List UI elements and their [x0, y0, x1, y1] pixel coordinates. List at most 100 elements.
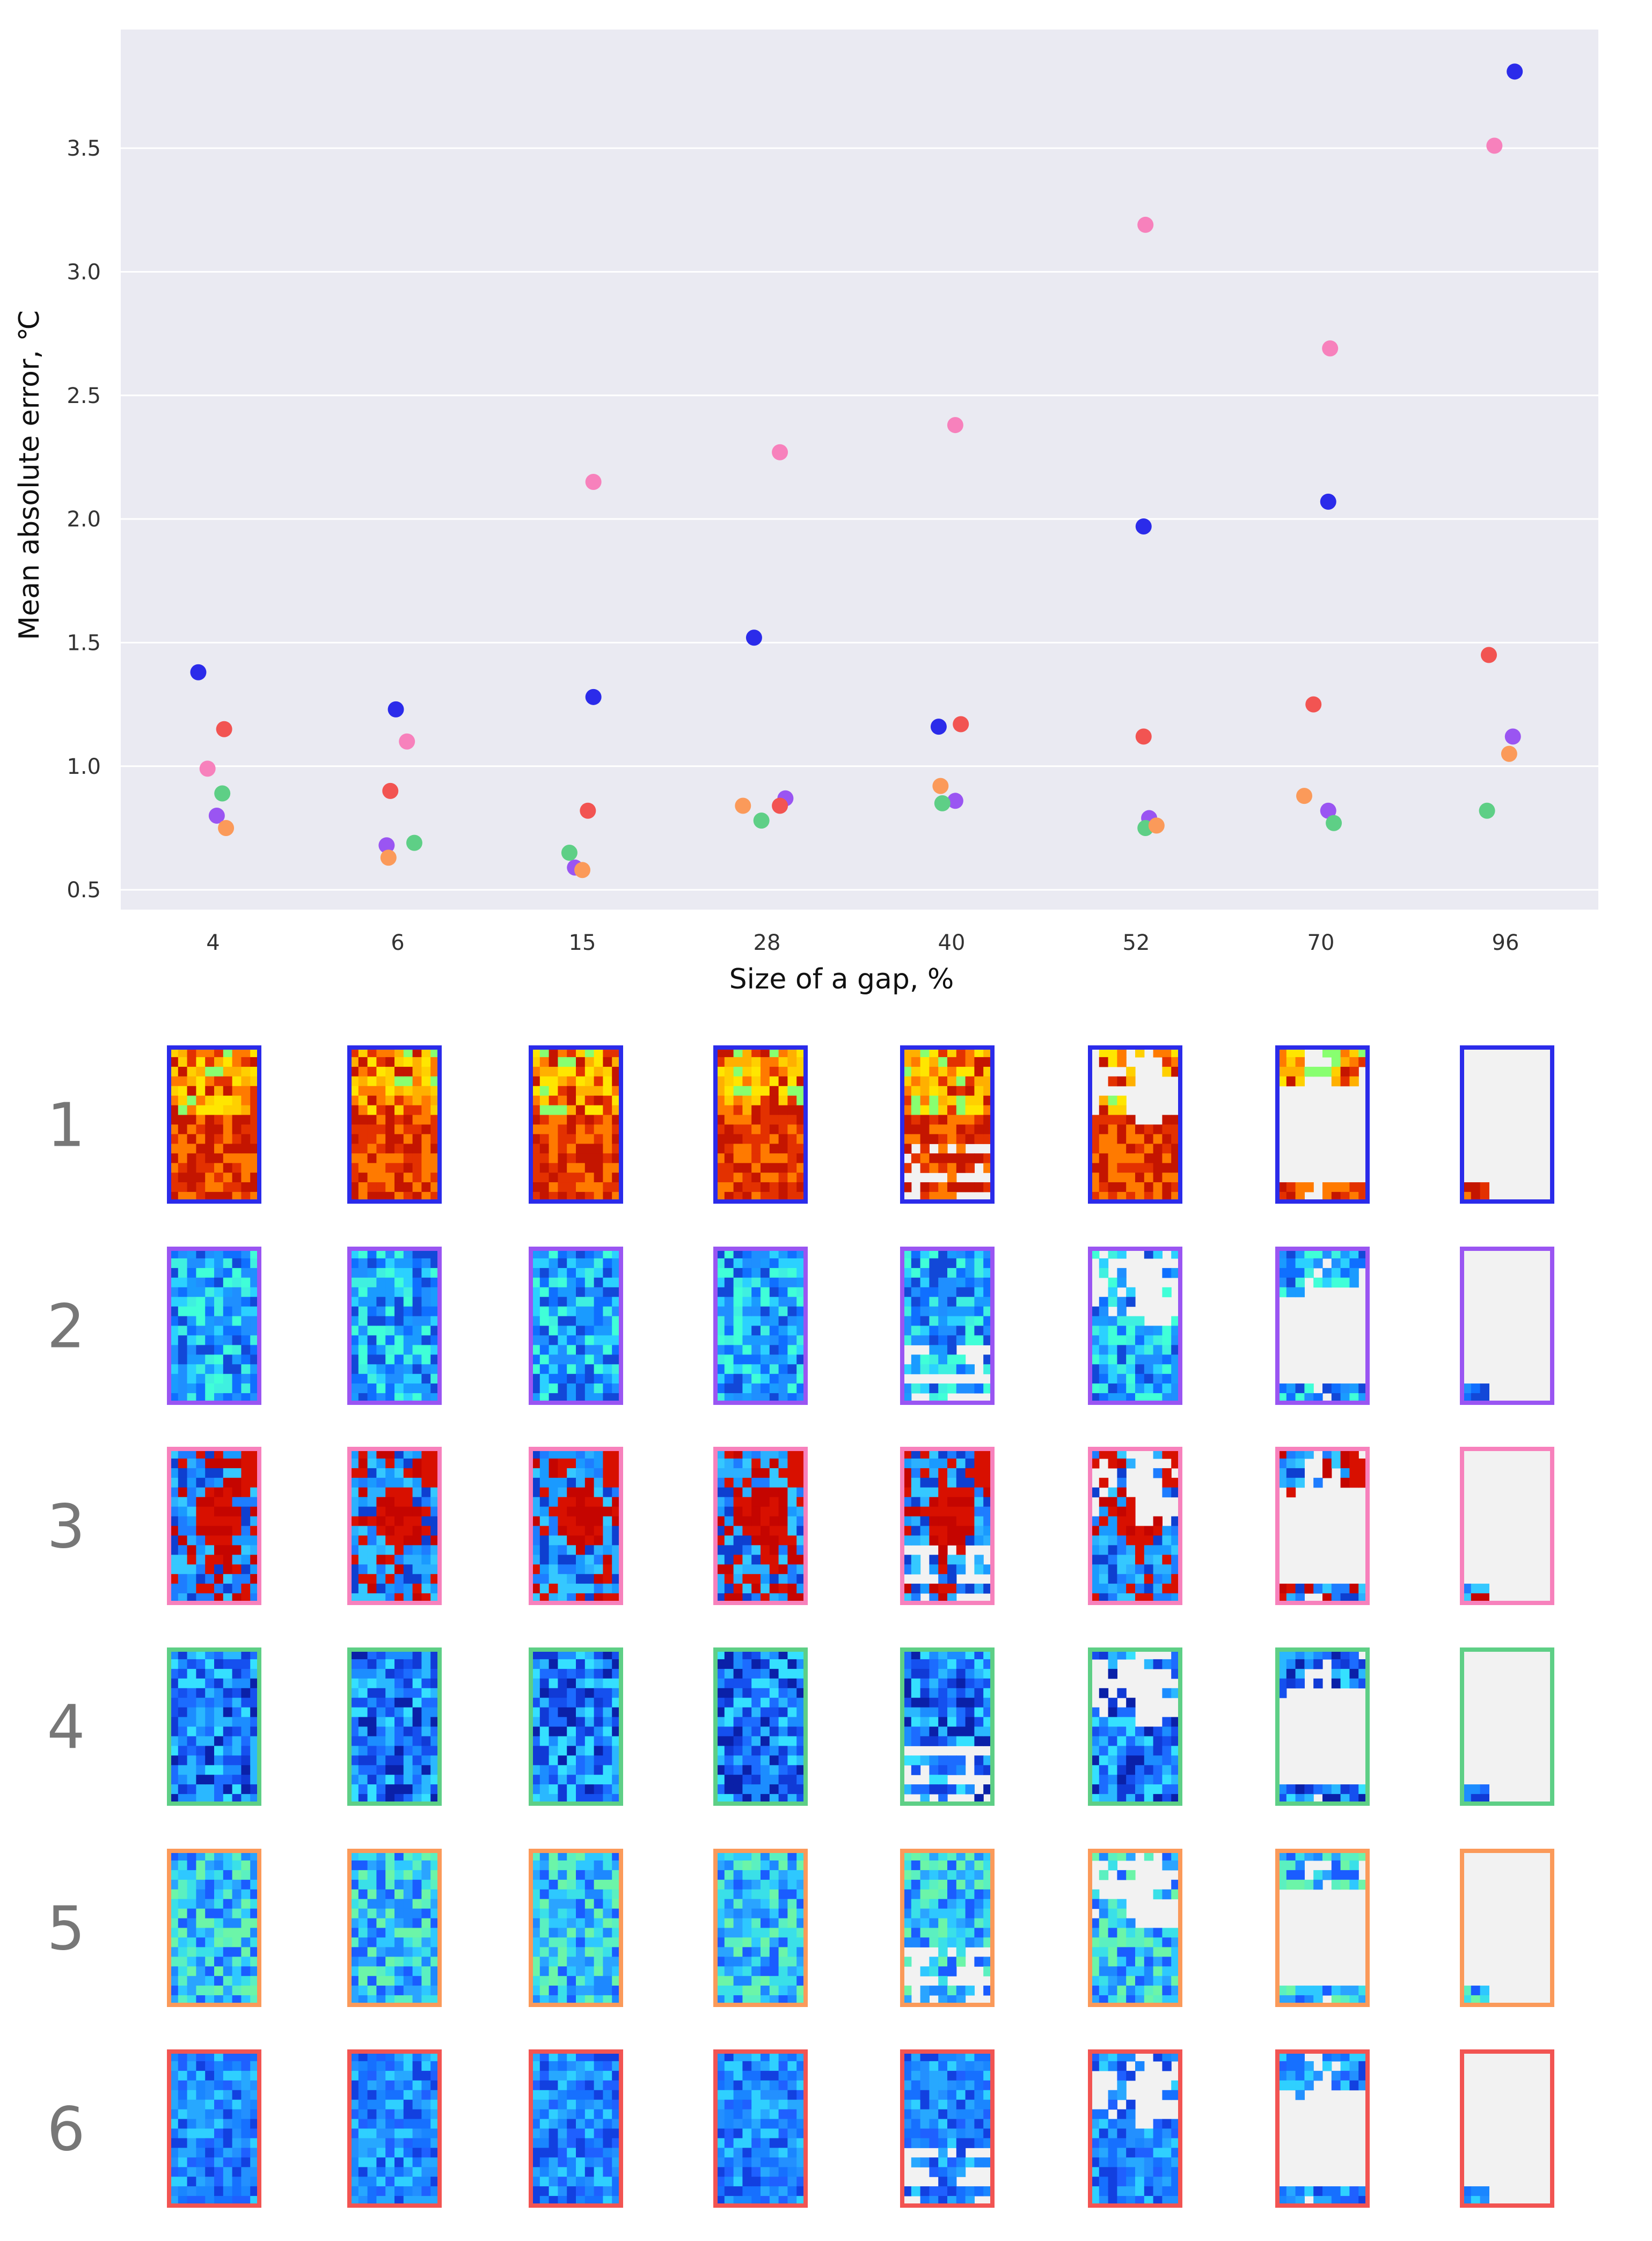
- thumbnail-row-2-gap-28: [713, 1247, 808, 1405]
- data-point-series-6-gap-15: [580, 802, 596, 819]
- row-label: 6: [47, 2095, 85, 2165]
- data-point-series-4-gap-6: [406, 834, 422, 851]
- data-point-series-4-gap-4: [214, 785, 231, 802]
- row-label: 4: [47, 1693, 85, 1763]
- thumbnail-row-3-gap-6: [347, 1447, 442, 1605]
- row-label: 3: [47, 1492, 85, 1562]
- thumbnail-row-4-gap-70: [1275, 1647, 1370, 1806]
- y-tick-label: 0.5: [67, 878, 101, 903]
- data-point-series-4-gap-70: [1326, 815, 1342, 831]
- thumbnail-row-6-gap-52: [1088, 2049, 1182, 2208]
- thumbnail-row-2-gap-70: [1275, 1247, 1370, 1405]
- thumbnail-row-2-gap-6: [347, 1247, 442, 1405]
- thumbnail-row-1-gap-6: [347, 1045, 442, 1204]
- data-point-series-5-gap-28: [735, 797, 751, 814]
- thumbnail-row-3-gap-4: [167, 1447, 261, 1605]
- thumbnail-row-2-gap-96: [1460, 1247, 1554, 1405]
- data-point-series-6-gap-6: [382, 782, 399, 799]
- thumbnail-row-3-gap-28: [713, 1447, 808, 1605]
- data-point-series-6-gap-96: [1481, 647, 1497, 663]
- thumbnail-row-4-gap-40: [900, 1647, 995, 1806]
- x-tick-label: 15: [569, 931, 596, 955]
- data-point-series-6-gap-28: [772, 797, 788, 814]
- x-tick-label: 6: [391, 931, 404, 955]
- thumbnail-row-6-gap-15: [529, 2049, 623, 2208]
- thumbnail-row-3-gap-15: [529, 1447, 623, 1605]
- thumbnail-row-6-gap-70: [1275, 2049, 1370, 2208]
- thumbnail-row-3-gap-52: [1088, 1447, 1182, 1605]
- x-tick-label: 70: [1307, 931, 1335, 955]
- data-point-series-5-gap-6: [380, 849, 397, 866]
- y-tick-label: 2.0: [67, 507, 101, 532]
- thumbnail-row-6-gap-6: [347, 2049, 442, 2208]
- data-point-series-3-gap-40: [947, 417, 963, 434]
- data-point-series-5-gap-70: [1296, 788, 1313, 804]
- data-point-series-3-gap-52: [1137, 216, 1154, 233]
- thumbnail-row-1-gap-40: [900, 1045, 995, 1204]
- thumbnail-row-5-gap-40: [900, 1849, 995, 2007]
- data-point-series-3-gap-28: [772, 444, 788, 460]
- thumbnail-row-5-gap-96: [1460, 1849, 1554, 2007]
- data-point-series-1-gap-6: [388, 701, 404, 717]
- y-tick-label: 3.5: [67, 136, 101, 161]
- data-point-series-1-gap-15: [585, 689, 602, 705]
- thumbnail-row-5-gap-28: [713, 1849, 808, 2007]
- x-tick-label: 40: [938, 931, 966, 955]
- thumbnail-row-6-gap-4: [167, 2049, 261, 2208]
- thumbnail-row-2-gap-4: [167, 1247, 261, 1405]
- thumbnail-row-5-gap-4: [167, 1849, 261, 2007]
- x-tick-label: 28: [754, 931, 781, 955]
- thumbnail-row-6: 6: [47, 2049, 1554, 2208]
- y-tick-label: 1.0: [67, 755, 101, 779]
- thumbnail-row-3-gap-96: [1460, 1447, 1554, 1605]
- thumbnail-row-4-gap-28: [713, 1647, 808, 1806]
- data-point-series-3-gap-4: [199, 760, 216, 777]
- thumbnail-row-3: 3: [47, 1447, 1554, 1605]
- data-point-series-4-gap-28: [753, 812, 770, 829]
- data-point-series-1-gap-70: [1320, 493, 1336, 510]
- data-point-series-3-gap-96: [1486, 137, 1503, 154]
- data-point-series-6-gap-4: [216, 721, 232, 737]
- thumbnail-row-5-gap-52: [1088, 1849, 1182, 2007]
- data-point-series-5-gap-52: [1148, 817, 1165, 834]
- x-tick-label: 96: [1492, 931, 1519, 955]
- data-point-series-5-gap-15: [574, 862, 590, 878]
- y-tick-label: 3.0: [67, 260, 101, 284]
- data-point-series-1-gap-28: [745, 629, 762, 646]
- data-point-series-4-gap-40: [934, 795, 951, 811]
- thumbnail-row-5-gap-15: [529, 1849, 623, 2007]
- thumbnail-row-4-gap-15: [529, 1647, 623, 1806]
- data-point-series-5-gap-96: [1501, 745, 1517, 762]
- thumbnail-row-4-gap-96: [1460, 1647, 1554, 1806]
- data-point-series-6-gap-40: [953, 716, 969, 733]
- plot-background: [121, 30, 1598, 910]
- data-point-series-1-gap-40: [930, 719, 947, 735]
- data-point-series-5-gap-4: [218, 819, 235, 836]
- y-tick-labels: 0.5 1.0 1.5 2.0 2.5 3.0 3.5: [67, 136, 101, 903]
- thumbnail-row-4-gap-6: [347, 1647, 442, 1806]
- x-tick-labels: 4 6 15 28 40 52 70 96: [206, 931, 1519, 955]
- data-point-series-1-gap-4: [190, 664, 207, 680]
- data-point-series-3-gap-70: [1322, 340, 1339, 357]
- scatter-chart: 0.5 1.0 1.5 2.0 2.5 3.0 3.5 4 6 15 28 40 52 70 96 Siz…: [13, 30, 1598, 995]
- data-point-series-6-gap-70: [1305, 696, 1322, 713]
- row-label: 1: [47, 1091, 85, 1161]
- data-point-series-2-gap-96: [1504, 728, 1521, 745]
- data-point-series-5-gap-40: [932, 778, 949, 794]
- thumbnail-row-2-gap-15: [529, 1247, 623, 1405]
- data-point-series-3-gap-6: [399, 733, 415, 750]
- thumbnail-row-1: 1: [47, 1045, 1554, 1204]
- x-axis-label: Size of a gap, %: [729, 963, 954, 995]
- thumbnail-row-1-gap-4: [167, 1045, 261, 1204]
- thumbnail-row-3-gap-40: [900, 1447, 995, 1605]
- thumbnail-row-1-gap-15: [529, 1045, 623, 1204]
- y-axis-label: Mean absolute error, ℃: [13, 310, 46, 640]
- thumbnail-row-1-gap-52: [1088, 1045, 1182, 1204]
- y-tick-label: 2.5: [67, 384, 101, 408]
- data-point-series-4-gap-96: [1479, 802, 1495, 819]
- thumbnail-row-5-gap-70: [1275, 1849, 1370, 2007]
- thumbnail-row-1-gap-70: [1275, 1045, 1370, 1204]
- data-point-series-1-gap-96: [1507, 63, 1523, 80]
- thumbnail-row-1-gap-96: [1460, 1045, 1554, 1204]
- thumbnail-row-2: 2: [47, 1247, 1554, 1405]
